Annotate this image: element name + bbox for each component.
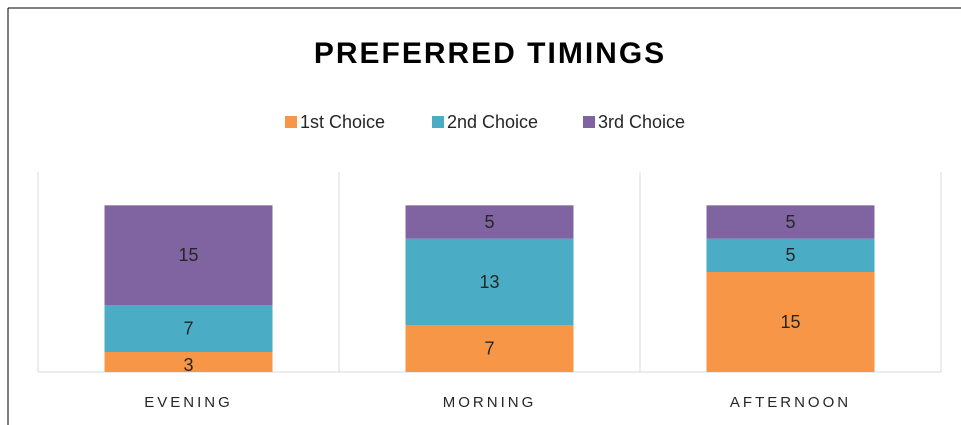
legend-label: 2nd Choice (447, 112, 538, 132)
bar-segment (405, 325, 574, 372)
data-label: 15 (178, 245, 198, 265)
data-label: 7 (484, 338, 494, 358)
bar-segment (104, 205, 273, 306)
bar-segment (706, 272, 875, 372)
bar-segment (405, 238, 574, 326)
bar-segment (104, 352, 273, 372)
data-label: 15 (780, 312, 800, 332)
data-label: 7 (183, 318, 193, 338)
legend-label: 3rd Choice (598, 112, 685, 132)
x-tick-label: EVENING (144, 394, 233, 411)
legend-swatch (583, 116, 595, 128)
data-label: 5 (484, 212, 494, 232)
chart-title: PREFERRED TIMINGS (314, 37, 666, 70)
legend-swatch (432, 116, 444, 128)
bar-segment (706, 238, 875, 272)
bar-segment (706, 205, 875, 239)
data-label: 13 (479, 272, 499, 292)
x-tick-label: MORNING (443, 394, 537, 411)
x-tick-label: AFTERNOON (730, 394, 851, 411)
data-label: 3 (183, 355, 193, 375)
bar-segment (405, 205, 574, 239)
bar-segment (104, 305, 273, 352)
data-label: 5 (785, 212, 795, 232)
data-label: 5 (785, 245, 795, 265)
legend-label: 1st Choice (300, 112, 385, 132)
legend-swatch (285, 116, 297, 128)
